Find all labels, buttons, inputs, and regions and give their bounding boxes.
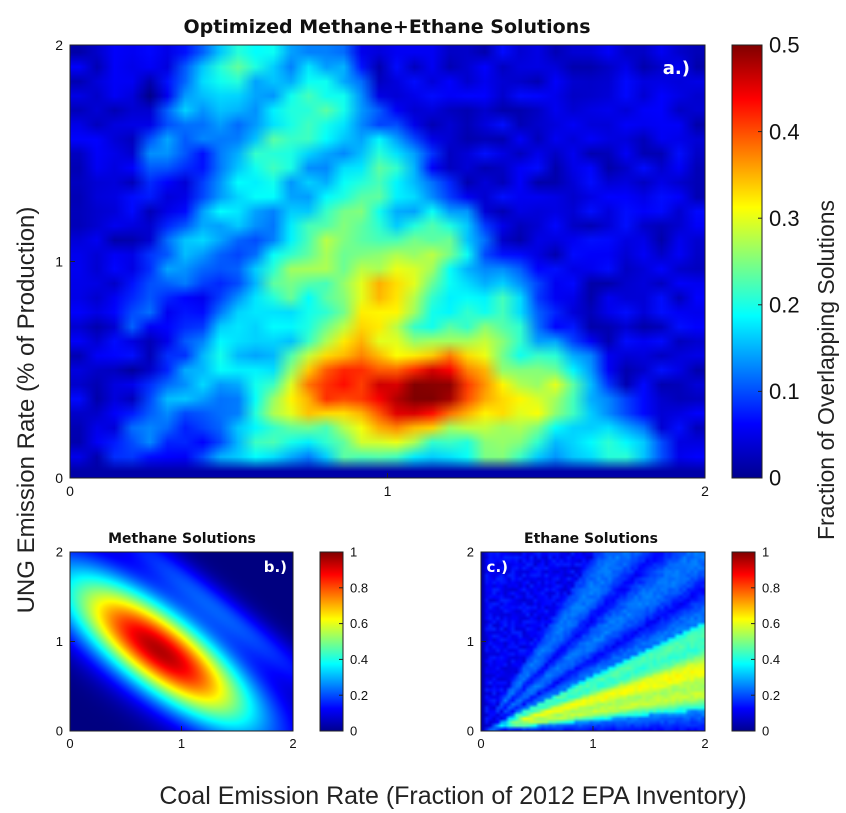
panel-a-ticks: 0 1 2 0 1 2 — [55, 37, 709, 499]
y-tick-label: 0 — [55, 470, 63, 486]
y-tick-label: 1 — [55, 253, 63, 269]
panel-b-ticks: 0 1 2 0 1 2 — [56, 545, 297, 751]
panel-c-colorbar-ticks: 0 0.2 0.4 0.6 0.8 1 — [751, 545, 780, 739]
panel-b-colorbar — [319, 551, 344, 732]
colorbar-tick-label: 0.4 — [762, 652, 780, 667]
colorbar-tick-label: 1 — [762, 545, 769, 560]
panel-b-title: Methane Solutions — [108, 531, 256, 547]
x-tick-label: 2 — [701, 736, 708, 751]
colorbar-tick-label: 0 — [769, 466, 781, 491]
x-tick-label: 0 — [477, 736, 484, 751]
panel-c-heatmap — [481, 552, 705, 731]
colorbar-tick-label: 0.8 — [350, 580, 368, 595]
colorbar-tick-label: 0.5 — [769, 33, 800, 58]
panel-a-label: a.) — [663, 58, 690, 79]
colorbar-tick-label: 0.1 — [769, 379, 800, 404]
panel-c: Ethane Solutions c.) 0 1 2 0 1 2 0 0.2 0.4 0.6 0.… — [467, 531, 780, 751]
panel-a-colorbar-ticks: 0 0.1 0.2 0.3 0.4 0.5 — [758, 33, 800, 491]
y-tick-label: 2 — [55, 37, 63, 53]
colorbar-tick-label: 0 — [762, 724, 769, 739]
panel-c-label: c.) — [487, 558, 508, 576]
shared-x-axis-label: Coal Emission Rate (Fraction of 2012 EPA… — [159, 782, 746, 810]
y-tick-label: 2 — [56, 545, 63, 560]
panel-c-title: Ethane Solutions — [524, 531, 658, 547]
x-tick-label: 1 — [589, 736, 596, 751]
panel-c-ticks: 0 1 2 0 1 2 — [467, 545, 709, 751]
x-tick-label: 2 — [289, 736, 296, 751]
panel-a-colorbar — [731, 44, 763, 479]
panel-b-heatmap — [70, 552, 293, 731]
colorbar-tick-label: 0.6 — [350, 616, 368, 631]
panel-a-title: Optimized Methane+Ethane Solutions — [183, 16, 590, 38]
panel-b-label: b.) — [264, 558, 287, 576]
panel-a: Optimized Methane+Ethane Solutions a.) 0… — [55, 16, 799, 499]
x-tick-label: 1 — [178, 736, 185, 751]
y-tick-label: 1 — [56, 634, 63, 649]
colorbar-tick-label: 0.2 — [769, 293, 800, 318]
panel-b: Methane Solutions b.) 0 1 2012 00.20.40.60… — [56, 531, 368, 751]
colorbar-tick-label: 0 — [350, 724, 357, 739]
x-tick-label: 0 — [66, 483, 74, 499]
y-tick-label: 1 — [467, 634, 474, 649]
colorbar-tick-label: 0.4 — [769, 119, 800, 144]
y-tick-label: 2 — [467, 545, 474, 560]
colorbar-tick-label: 0.2 — [762, 688, 780, 703]
colorbar-tick-label: 0.2 — [350, 688, 368, 703]
shared-y-axis-label: UNG Emission Rate (% of Production) — [13, 207, 40, 614]
x-tick-label: 0 — [66, 736, 73, 751]
colorbar-tick-label: 0.3 — [769, 206, 800, 231]
colorbar-tick-label: 0.6 — [762, 616, 780, 631]
x-tick-label: 2 — [701, 483, 709, 499]
colorbar-tick-label: 0.8 — [762, 580, 780, 595]
y-tick-label: 0 — [56, 724, 63, 739]
panel-b-colorbar-ticks: 0 0.2 0.4 0.6 0.8 1 — [339, 545, 368, 739]
panel-c-colorbar — [731, 551, 756, 732]
colorbar-tick-label: 0.4 — [350, 652, 368, 667]
y-tick-label: 0 — [467, 724, 474, 739]
x-tick-label: 1 — [384, 483, 392, 499]
colorbar-tick-label: 1 — [350, 545, 357, 560]
panel-a-heatmap — [70, 45, 705, 478]
colorbar-label: Fraction of Overlapping Solutions — [813, 200, 839, 540]
